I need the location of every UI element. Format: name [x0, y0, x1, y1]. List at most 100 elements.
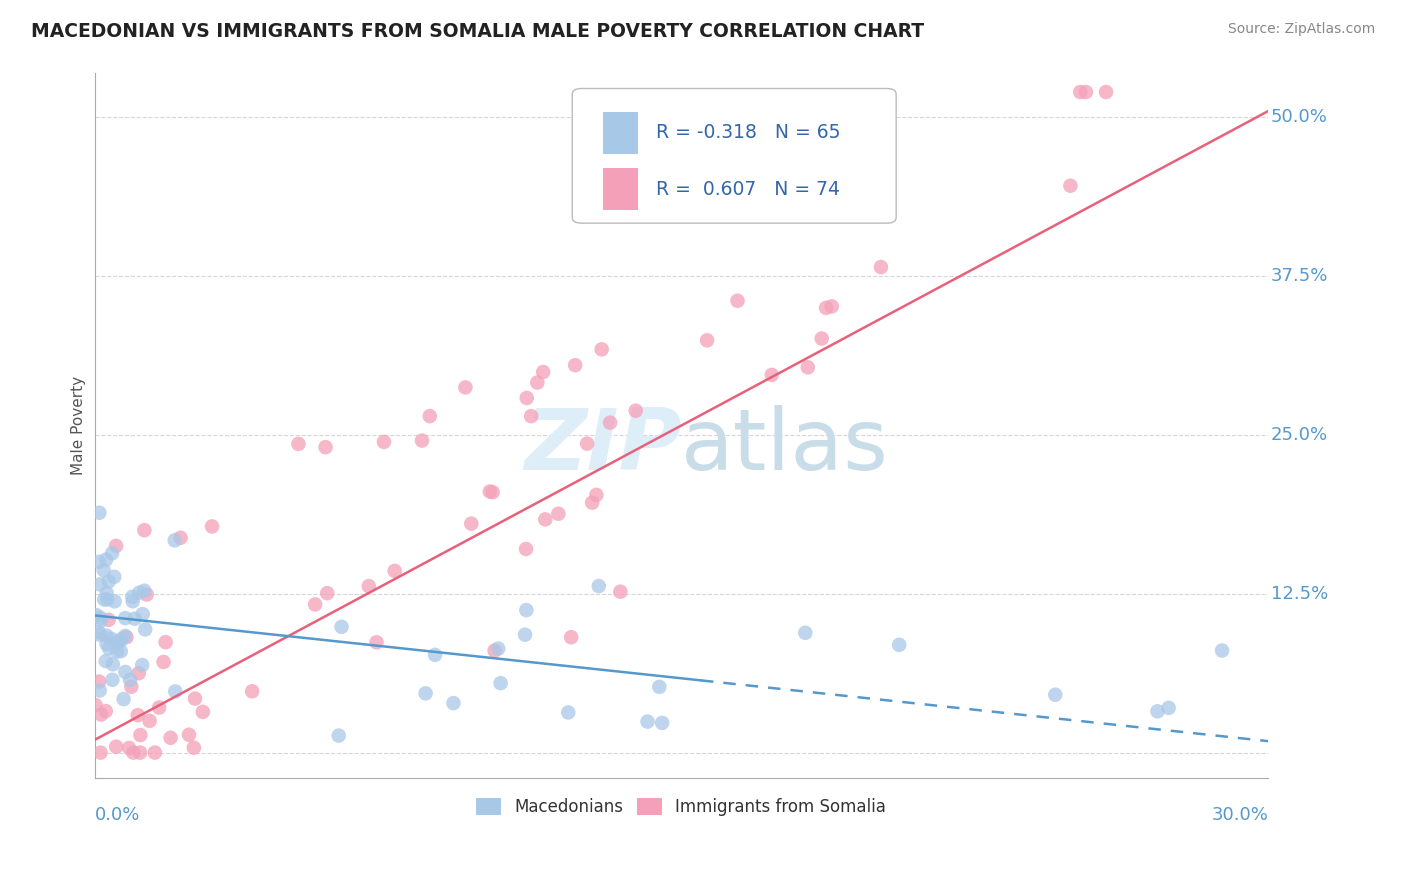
Point [1074, 85, 1097, 99]
Point [486, 641, 509, 656]
Point [183, 740, 205, 755]
Point [576, 436, 599, 450]
Point [648, 680, 671, 694]
Point [411, 434, 433, 448]
Point [100, 632, 122, 646]
Point [889, 638, 911, 652]
Point [815, 301, 838, 315]
Point [96, 586, 118, 600]
Point [201, 519, 224, 533]
Point [637, 714, 659, 729]
Point [148, 700, 170, 714]
Point [134, 523, 156, 537]
Point [585, 488, 607, 502]
Point [110, 644, 132, 658]
Y-axis label: Male Poverty: Male Poverty [72, 376, 86, 475]
Point [101, 546, 124, 560]
Point [87, 674, 110, 689]
Point [315, 440, 337, 454]
Legend: Macedonians, Immigrants from Somalia: Macedonians, Immigrants from Somalia [470, 791, 893, 822]
Point [588, 579, 610, 593]
Point [481, 485, 503, 500]
Point [478, 484, 501, 499]
Point [101, 657, 124, 672]
Point [163, 533, 186, 548]
Point [131, 607, 153, 621]
Point [384, 564, 406, 578]
Point [93, 592, 115, 607]
Point [134, 583, 156, 598]
Point [89, 627, 111, 641]
Point [357, 579, 380, 593]
Point [89, 683, 111, 698]
Point [84, 698, 107, 712]
Point [131, 658, 153, 673]
Point [94, 552, 117, 566]
Point [112, 692, 135, 706]
Point [138, 714, 160, 728]
Point [696, 334, 718, 348]
Point [120, 673, 142, 687]
Point [484, 643, 506, 657]
Point [108, 634, 131, 648]
Point [101, 673, 124, 687]
Point [240, 684, 263, 698]
Point [727, 293, 749, 308]
Point [534, 512, 557, 526]
Point [93, 563, 115, 577]
Point [423, 648, 446, 662]
Point [129, 728, 152, 742]
Point [557, 706, 579, 720]
Point [184, 691, 207, 706]
Point [97, 613, 120, 627]
Point [122, 746, 145, 760]
Point [124, 612, 146, 626]
Point [1045, 688, 1067, 702]
Point [94, 654, 117, 668]
Point [513, 628, 536, 642]
Point [454, 380, 477, 394]
Point [564, 358, 586, 372]
Point [86, 608, 108, 623]
Point [143, 746, 166, 760]
Point [1059, 178, 1081, 193]
Text: 25.0%: 25.0% [1271, 426, 1327, 444]
Point [110, 632, 132, 647]
Point [520, 409, 543, 423]
Point [128, 585, 150, 599]
Point [89, 577, 111, 591]
Point [1146, 704, 1168, 718]
Text: ZIP: ZIP [524, 405, 682, 488]
Text: 30.0%: 30.0% [1212, 806, 1268, 824]
Point [599, 416, 621, 430]
Point [547, 507, 569, 521]
Point [105, 636, 128, 650]
Point [128, 666, 150, 681]
Point [118, 740, 141, 755]
Point [515, 603, 537, 617]
Text: atlas: atlas [682, 405, 890, 488]
Point [624, 403, 647, 417]
Point [129, 746, 152, 760]
Point [165, 684, 187, 698]
Point [794, 625, 817, 640]
Point [1095, 85, 1118, 99]
Point [330, 620, 353, 634]
Point [155, 635, 177, 649]
Point [419, 409, 441, 424]
Point [96, 629, 118, 643]
Point [797, 360, 820, 375]
Point [90, 707, 112, 722]
Point [89, 506, 111, 520]
Text: R = -0.318   N = 65: R = -0.318 N = 65 [655, 123, 839, 143]
Point [152, 655, 174, 669]
Point [761, 368, 783, 382]
Point [134, 623, 156, 637]
Point [373, 434, 395, 449]
Point [191, 705, 214, 719]
Point [96, 637, 118, 651]
Point [366, 635, 388, 649]
Text: Source: ZipAtlas.com: Source: ZipAtlas.com [1227, 22, 1375, 37]
Bar [603, 169, 638, 211]
Point [115, 630, 138, 644]
